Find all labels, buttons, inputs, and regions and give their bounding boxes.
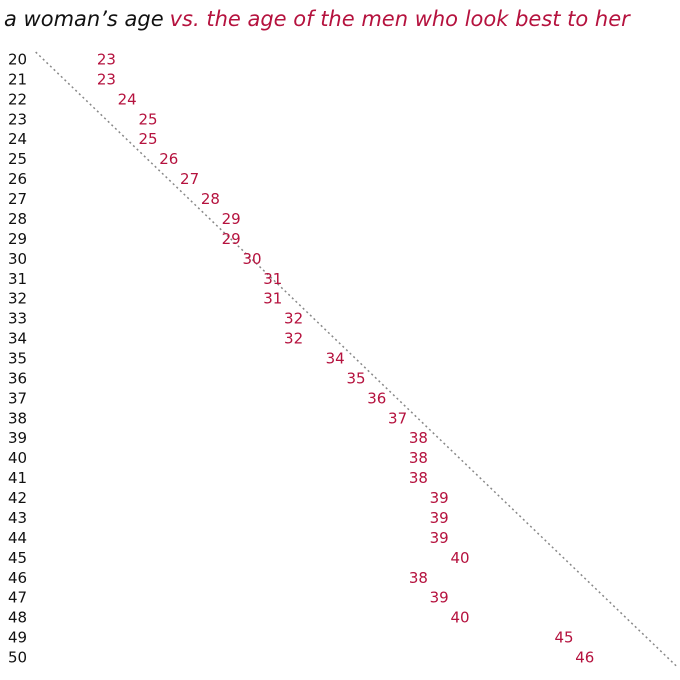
y-tick-label: 35 [8, 350, 27, 368]
y-tick-label: 38 [8, 409, 27, 427]
y-tick-label: 23 [8, 110, 27, 128]
y-tick-label: 41 [8, 469, 27, 487]
value-label: 40 [450, 609, 469, 627]
y-tick-label: 30 [8, 250, 27, 268]
reference-diagonal [35, 51, 677, 667]
title: a woman’s age [4, 7, 164, 31]
y-tick-label: 26 [8, 170, 27, 188]
value-label: 39 [430, 509, 449, 527]
value-label: 45 [554, 629, 573, 647]
value-label: 39 [430, 529, 449, 547]
value-label: 31 [263, 290, 282, 308]
value-label: 29 [222, 230, 241, 248]
y-tick-label: 44 [8, 529, 27, 547]
value-label: 27 [180, 170, 199, 188]
value-label: 35 [346, 369, 365, 387]
y-tick-label: 49 [8, 629, 27, 647]
y-tick-label: 46 [8, 569, 27, 587]
value-label: 39 [430, 489, 449, 507]
y-tick-label: 39 [8, 429, 27, 447]
value-label: 29 [222, 210, 241, 228]
y-tick-label: 24 [8, 130, 27, 148]
y-tick-label: 22 [8, 90, 27, 108]
y-tick-label: 40 [8, 449, 27, 467]
value-label: 24 [118, 90, 137, 108]
subtitle: vs. the age of the men who look best to … [170, 7, 632, 31]
y-tick-label: 42 [8, 489, 27, 507]
y-tick-label: 45 [8, 549, 27, 567]
value-label: 38 [409, 449, 428, 467]
y-tick-label: 31 [8, 270, 27, 288]
y-tick-label: 32 [8, 290, 27, 308]
y-tick-label: 36 [8, 369, 27, 387]
y-tick-label: 27 [8, 190, 27, 208]
chart-title: a woman’s age vs. the age of the men who … [4, 7, 631, 31]
value-label: 23 [97, 70, 116, 88]
value-label: 38 [409, 569, 428, 587]
value-label: 34 [326, 350, 345, 368]
y-tick-label: 28 [8, 210, 27, 228]
value-label: 38 [409, 429, 428, 447]
value-label: 39 [430, 589, 449, 607]
value-label: 38 [409, 469, 428, 487]
value-label: 26 [159, 150, 178, 168]
y-tick-label: 29 [8, 230, 27, 248]
y-tick-label: 50 [8, 649, 27, 667]
y-tick-label: 48 [8, 609, 27, 627]
value-label: 25 [138, 130, 157, 148]
y-tick-label: 34 [8, 330, 27, 348]
y-tick-label: 25 [8, 150, 27, 168]
value-label: 36 [367, 389, 386, 407]
y-tick-label: 47 [8, 589, 27, 607]
value-label: 30 [242, 250, 261, 268]
value-label: 31 [263, 270, 282, 288]
y-tick-label: 20 [8, 51, 27, 69]
y-tick-label: 21 [8, 70, 27, 88]
value-label: 32 [284, 310, 303, 328]
value-label: 37 [388, 409, 407, 427]
y-tick-label: 33 [8, 310, 27, 328]
value-label: 32 [284, 330, 303, 348]
value-label: 40 [450, 549, 469, 567]
value-label: 28 [201, 190, 220, 208]
y-tick-label: 37 [8, 389, 27, 407]
value-label: 25 [138, 110, 157, 128]
value-label: 23 [97, 51, 116, 69]
value-label: 46 [575, 649, 594, 667]
y-tick-label: 43 [8, 509, 27, 527]
